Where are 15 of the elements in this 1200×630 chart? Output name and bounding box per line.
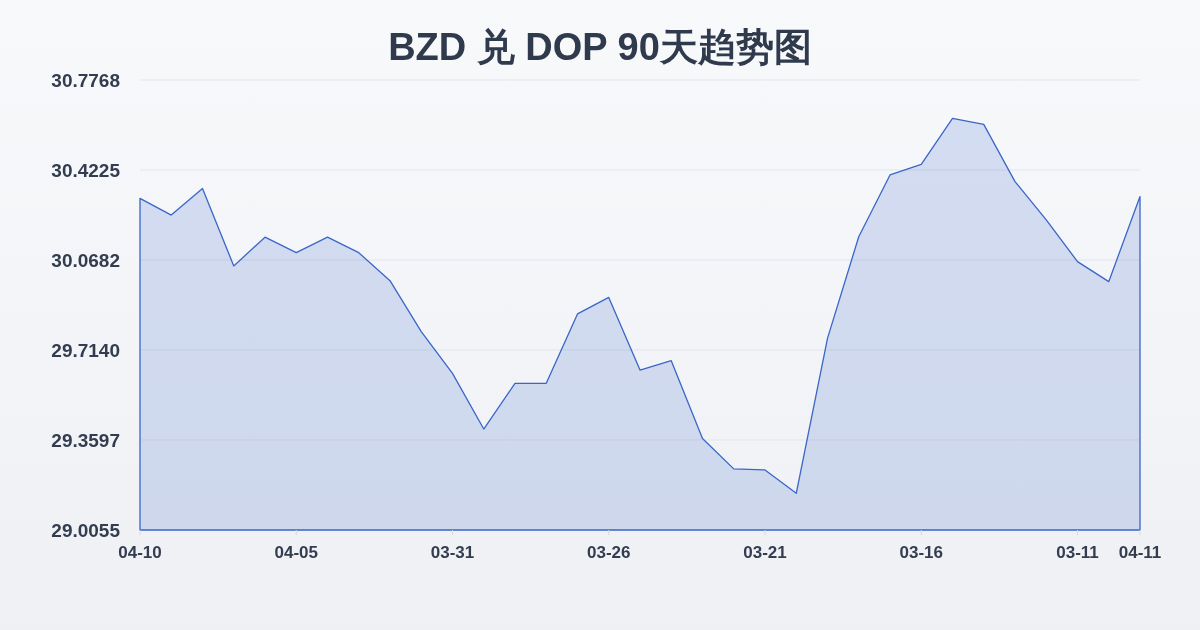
x-tick-label: 03-31	[430, 543, 475, 562]
y-tick-label: 30.7768	[51, 69, 120, 91]
chart-title: BZD 兑 DOP 90天趋势图	[388, 26, 812, 68]
x-tick-label: 03-16	[899, 543, 943, 562]
y-tick-label: 30.4225	[51, 159, 121, 181]
y-tick-label: 29.7140	[51, 339, 120, 361]
x-tick-label: 04-05	[274, 543, 318, 562]
y-tick-label: 29.3597	[51, 429, 120, 451]
x-tick-label: 03-11	[1056, 543, 1099, 562]
x-tick-label: 04-11	[1118, 543, 1162, 562]
x-tick-label: 03-21	[743, 543, 787, 562]
x-tick-label: 03-26	[587, 543, 631, 562]
y-tick-label: 29.0055	[51, 519, 121, 541]
y-tick-label: 30.0682	[51, 249, 120, 271]
x-tick-label: 04-10	[118, 543, 162, 562]
